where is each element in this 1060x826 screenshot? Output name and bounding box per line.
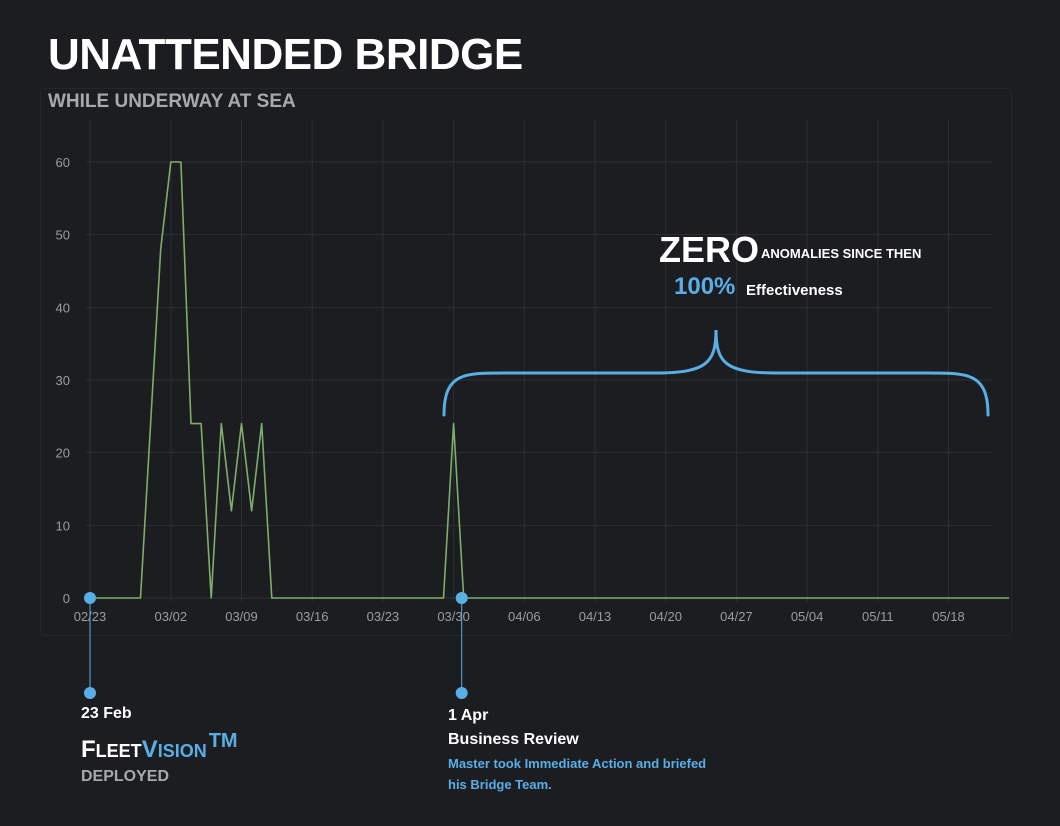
y-tick-label: 50 xyxy=(56,228,70,243)
x-tick-label: 04/27 xyxy=(720,609,753,624)
x-tick-label: 05/11 xyxy=(862,609,894,624)
anomalies-since-text: ANOMALIES SINCE THEN xyxy=(761,246,922,261)
x-tick-label: 03/02 xyxy=(155,609,188,624)
x-tick-label: 03/09 xyxy=(225,609,258,624)
brace-layer xyxy=(442,329,990,417)
effectiveness-label: Effectiveness xyxy=(746,282,843,299)
review-description: Master took Immediate Action and briefed… xyxy=(448,756,707,792)
y-tick-label: 0 xyxy=(63,591,70,606)
series-line xyxy=(90,161,1010,599)
x-tick-label: 03/30 xyxy=(437,609,470,624)
brand-part: ISION xyxy=(157,741,207,761)
effectiveness-value: 100% xyxy=(674,273,736,300)
brand-part: LEET xyxy=(95,741,142,761)
x-tick-label: 05/18 xyxy=(932,609,965,624)
chart-title: UNATTENDED BRIDGE xyxy=(48,30,523,79)
y-tick-label: 40 xyxy=(56,300,70,315)
chart-subtitle: WHILE UNDERWAY AT SEA xyxy=(48,91,296,112)
deployed-date: 23 Feb xyxy=(81,705,132,722)
x-tick-label: 04/06 xyxy=(508,609,541,624)
grid-lines xyxy=(86,120,992,602)
deployed-marker-top-dot xyxy=(84,592,96,604)
fleetvision-logo: FLEETVISION TM xyxy=(81,730,238,764)
x-tick-label: 05/04 xyxy=(791,609,824,624)
deployed-marker-bottom-dot xyxy=(84,687,96,699)
review-marker-top-dot xyxy=(455,592,468,604)
event-markers xyxy=(84,592,468,699)
x-tick-label: 04/13 xyxy=(579,609,612,624)
review-marker-bottom-dot xyxy=(455,687,468,699)
y-tick-label: 20 xyxy=(56,446,70,461)
x-axis-ticks: 02/23 03/02 03/09 03/16 03/23 03/30 04/06 04/13… xyxy=(74,609,965,624)
zero-text: ZERO xyxy=(659,229,760,270)
y-tick-label: 60 xyxy=(56,155,70,170)
review-date: 1 Apr xyxy=(448,707,489,724)
brace-annotation xyxy=(442,329,990,417)
brand-part: V xyxy=(141,736,158,763)
series-layer xyxy=(90,161,1010,599)
x-tick-label: 03/16 xyxy=(296,609,329,624)
review-title: Business Review xyxy=(448,731,579,748)
y-axis-ticks: 0 10 20 30 40 50 60 xyxy=(56,155,70,606)
chart-panel xyxy=(40,88,1012,636)
trademark: TM xyxy=(208,730,238,752)
x-tick-label: 03/23 xyxy=(367,609,400,624)
deployed-status: DEPLOYED xyxy=(81,768,170,785)
y-tick-label: 30 xyxy=(56,373,70,388)
y-tick-label: 10 xyxy=(56,518,70,533)
brand-part: F xyxy=(81,736,96,763)
x-tick-label: 04/20 xyxy=(649,609,682,624)
